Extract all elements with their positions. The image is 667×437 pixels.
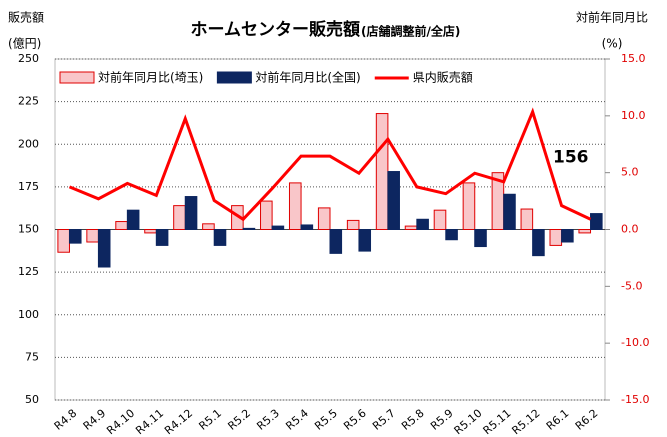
bar [445,229,458,241]
bar [578,229,592,234]
bar [144,229,157,234]
bar [346,219,360,230]
x-tick-label: R5.5 [312,407,340,433]
bar [561,229,574,243]
y2-tick-label: -15.0 [621,393,649,406]
x-tick-label: R5.2 [225,407,253,433]
x-tick-label: R4.11 [133,407,166,437]
bar [358,229,372,252]
y-tick-label: 225 [18,95,39,108]
bar [213,229,227,246]
bar [404,225,418,230]
y-tick-label: 200 [18,137,39,150]
x-tick-label: R5.12 [510,407,543,437]
x-tick-label: R5.10 [452,407,485,437]
bar [288,182,302,230]
legend-swatch [216,71,252,84]
y-tick-label: 250 [18,52,39,65]
bar [57,229,70,253]
bar [260,200,273,230]
bar [317,207,331,231]
bar [173,205,186,231]
bar [242,227,256,230]
bar [462,182,476,230]
bar [271,225,285,230]
y-axis-label: 販売額 [8,10,44,25]
legend-label: 対前年同月比(全国) [255,70,360,85]
x-tick-label: R5.7 [370,407,398,433]
y2-tick-label: 5.0 [621,166,639,179]
x-tick-label: R5.8 [399,407,427,433]
bar [549,229,563,246]
bar [155,229,169,246]
bar [68,229,82,244]
legend-label: 県内販売額 [413,70,473,85]
data-label: 156 [553,147,589,167]
bar [474,229,487,248]
x-tick-label: R6.1 [544,407,572,433]
y-tick-label: 125 [18,265,39,278]
y-tick-label: 75 [25,350,39,363]
x-tick-label: R5.4 [283,407,311,433]
y2-tick-label: 10.0 [621,109,646,122]
bar [202,223,215,230]
x-tick-label: R5.6 [341,407,369,433]
line [68,107,592,222]
chart-title: ホームセンター販売額 [191,19,361,40]
y2-tick-label: 15.0 [621,52,646,65]
x-tick-label: R4.12 [162,407,195,437]
y2-tick-label: -10.0 [621,336,649,349]
bar [387,171,400,230]
bar [184,196,198,230]
x-tick-label: R5.3 [254,407,282,433]
y-tick-label: 50 [25,393,39,406]
legend-swatch [59,71,95,84]
bar [329,229,343,254]
x-tick-label: R5.9 [428,407,456,433]
x-tick-label: R4.9 [81,407,109,433]
y2-axis-label: 対前年同月比 [576,10,648,25]
bar [86,229,99,243]
bar [115,221,128,231]
bar [520,208,534,230]
bar [126,209,140,230]
bar [97,229,111,268]
chart-subtitle: (店舗調整前/全店) [361,24,460,39]
bar [416,218,429,231]
x-tick-label: R4.10 [104,407,137,437]
y-axis-unit: (億円) [8,37,41,51]
y2-tick-label: -5.0 [621,279,642,292]
y2-axis-unit: (%) [602,37,623,51]
y-tick-label: 175 [18,180,39,193]
y2-tick-label: 0.0 [621,223,639,236]
bar [590,213,603,231]
bar [433,209,447,230]
y-tick-label: 100 [18,308,39,321]
legend-label: 対前年同月比(埼玉) [98,70,203,85]
x-tick-label: R5.1 [196,407,224,433]
y-tick-label: 150 [18,223,39,236]
x-tick-label: R6.2 [573,407,601,433]
bar [503,193,516,231]
bar [532,229,545,257]
bar [300,224,314,231]
x-tick-label: R5.11 [481,407,514,437]
bar [375,113,389,230]
x-tick-label: R4.8 [52,407,80,433]
